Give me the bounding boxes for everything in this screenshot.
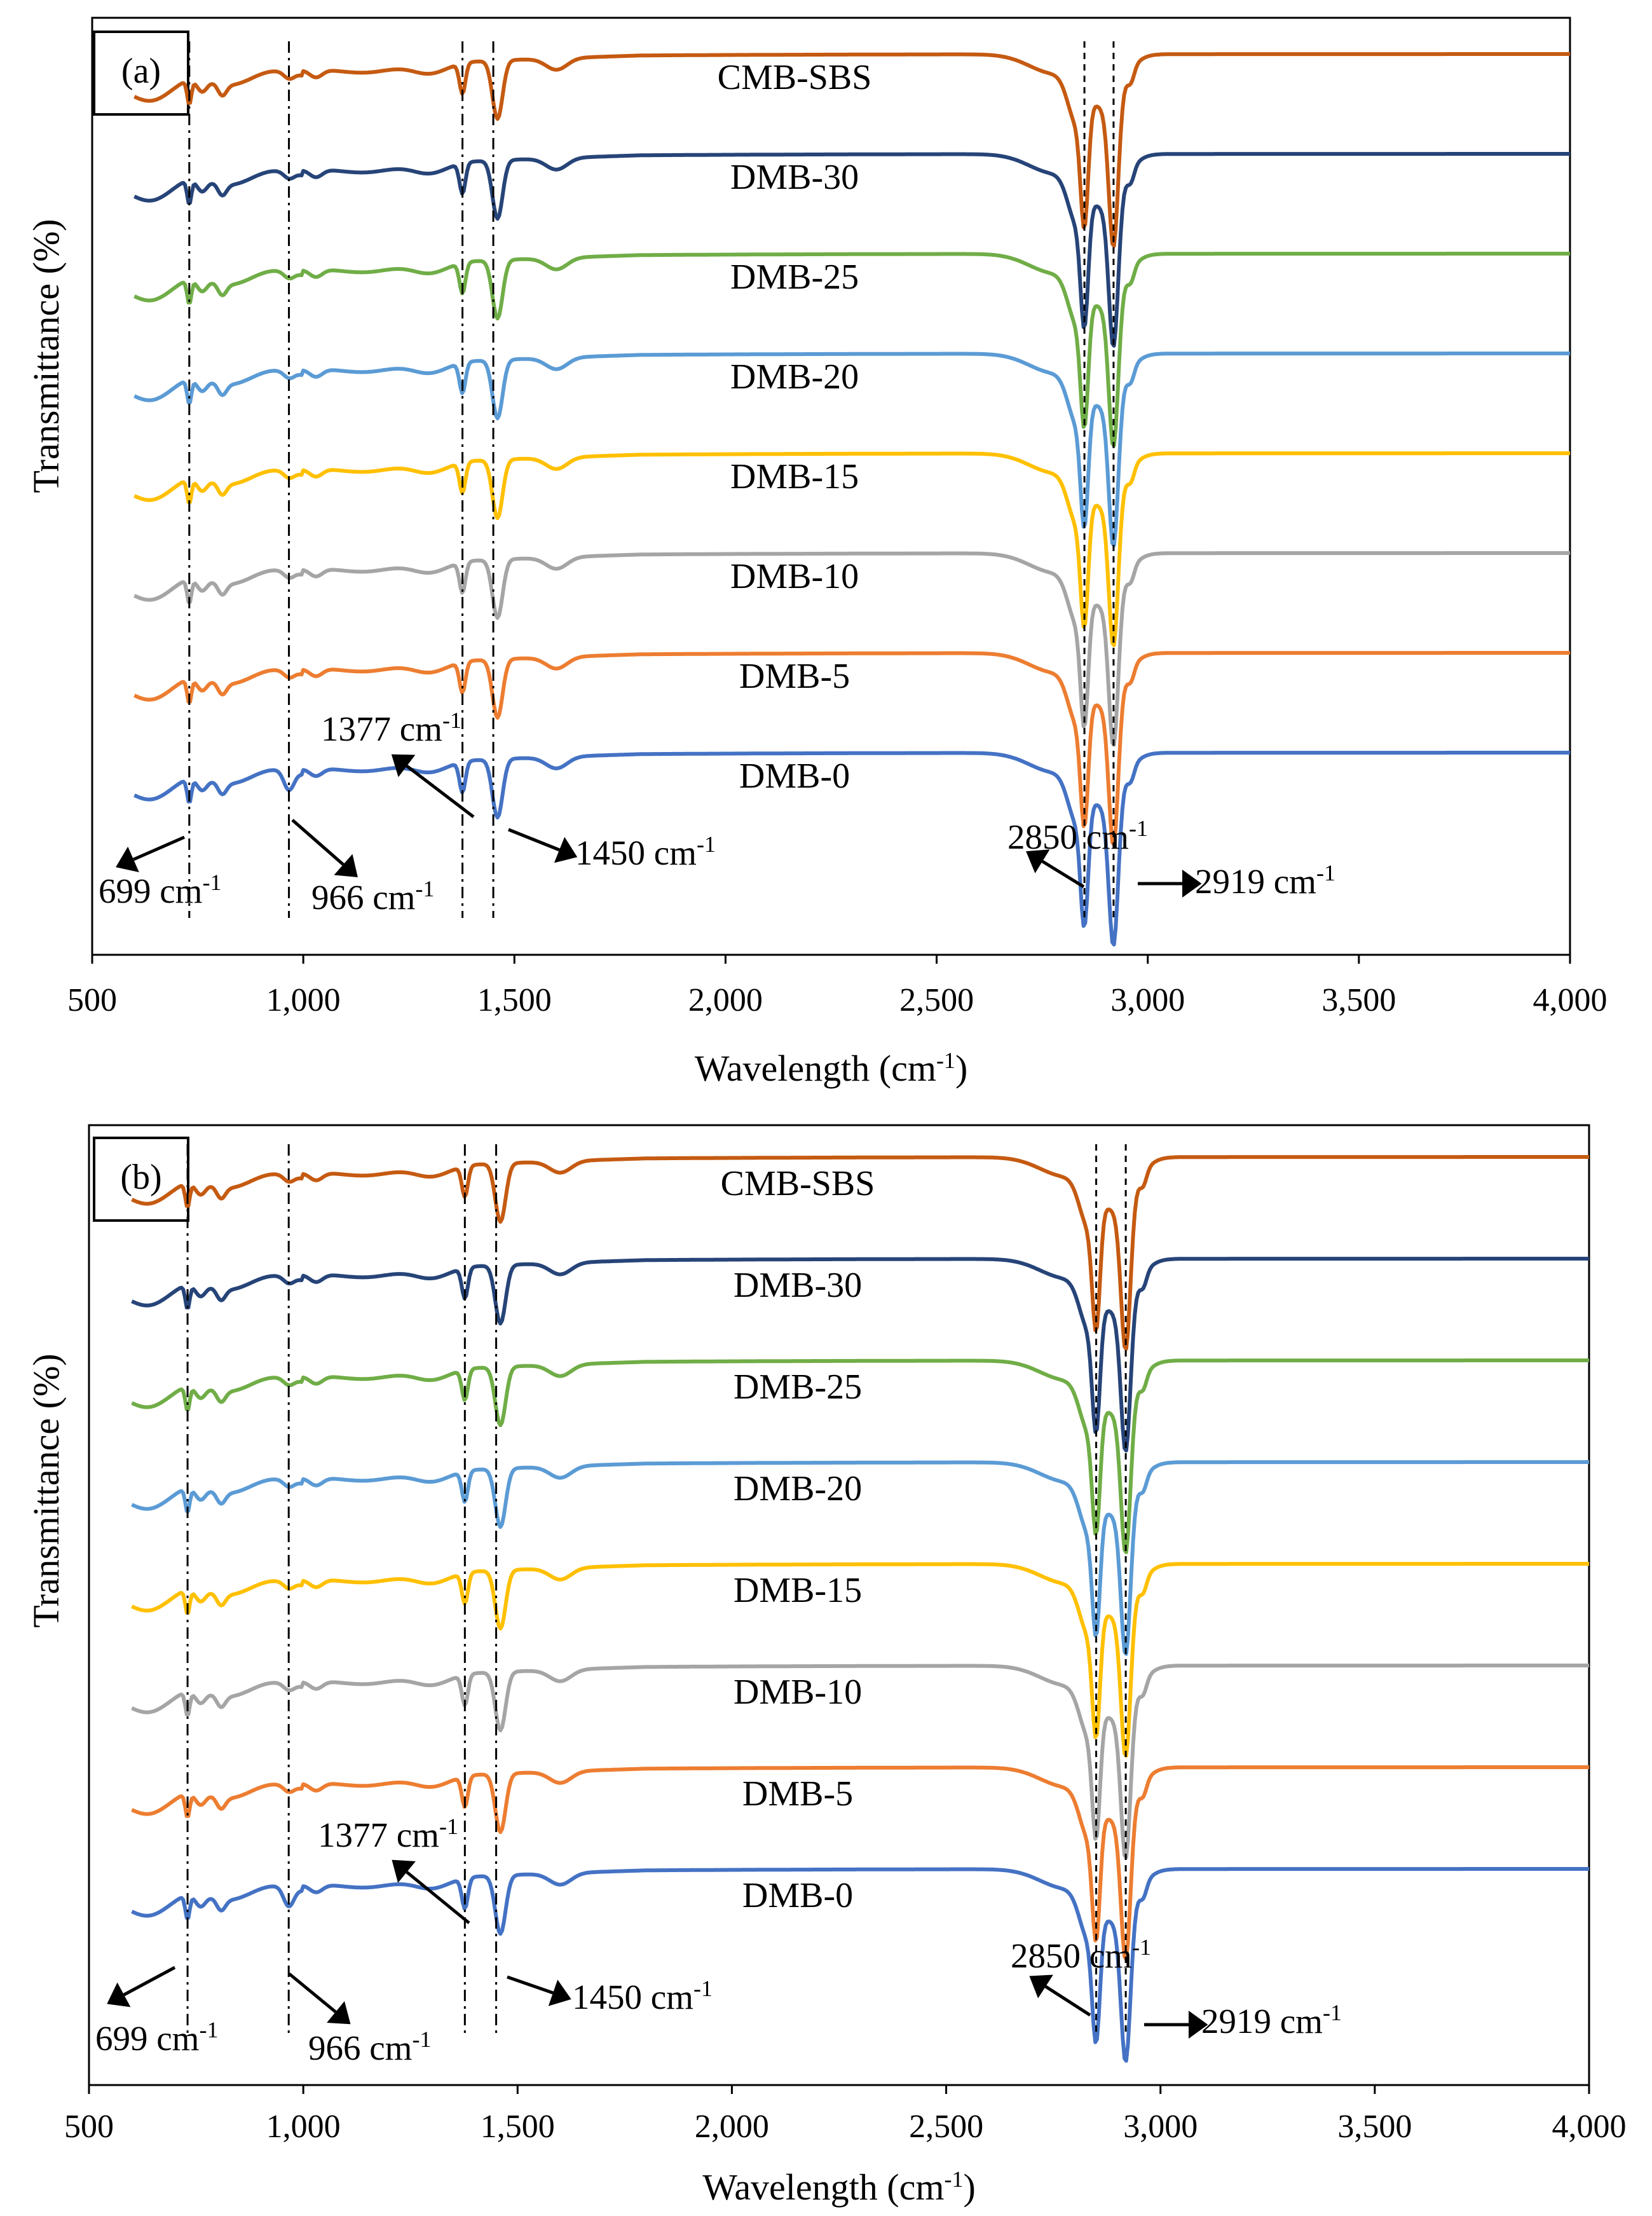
spectrum-line-dmb-30: [131, 1257, 1590, 1453]
peak-arrow-966: [288, 1973, 337, 2013]
peak-arrow-1377: [406, 765, 475, 818]
series-label-dmb-30: DMB-30: [734, 1266, 862, 1305]
spectrum-line-cmb-sbs: [133, 52, 1571, 248]
series-label-dmb-5: DMB-5: [742, 1774, 853, 1814]
peak-arrow-2850: [1041, 859, 1085, 889]
peak-label-1377: 1377 cm-1: [318, 1814, 458, 1854]
x-tick-label-2500: 2,500: [899, 982, 974, 1018]
peak-arrow-1377: [406, 1871, 470, 1924]
x-tick-label-3500: 3,500: [1321, 982, 1396, 1018]
peak-label-966: 966 cm-1: [311, 876, 434, 917]
series-label-dmb-15: DMB-15: [734, 1571, 862, 1610]
peak-arrow-2850: [1044, 1985, 1091, 2017]
panel-label-box: [93, 1137, 189, 1222]
peak-arrow-1450: [507, 1975, 554, 1995]
peak-arrowhead-1450: [554, 837, 578, 863]
x-tick-label-3000: 3,000: [1110, 982, 1185, 1018]
spectrum-line-dmb-10: [131, 1664, 1590, 1859]
ftir-panel-b: (b) CMB-SBS DMB-30 DMB-25 DMB-20 DMB-15 DMB-10…: [25, 1124, 1627, 2208]
peak-arrow-966: [291, 819, 345, 866]
spectrum-line-dmb-30: [133, 152, 1571, 348]
spectrum-line-dmb-10: [133, 551, 1571, 747]
peak-arrowhead-2850: [1029, 1974, 1053, 1999]
peak-arrowhead-1377: [391, 754, 416, 777]
peak-arrow-699: [123, 1966, 176, 1997]
peak-arrowhead-2919: [1189, 2011, 1208, 2039]
spectrum-line-dmb-15: [131, 1562, 1590, 1758]
x-tick-label-4000: 4,000: [1552, 2109, 1627, 2145]
x-tick-label-500: 500: [64, 2109, 114, 2145]
peak-arrowhead-966: [334, 854, 358, 878]
spectrum-line-dmb-25: [131, 1358, 1590, 1554]
x-tick-label-3500: 3,500: [1337, 2109, 1412, 2145]
spectrum-line-dmb-25: [133, 252, 1571, 448]
plot-frame: [88, 1124, 1590, 2086]
peak-label-2919: 2919 cm-1: [1201, 2000, 1342, 2041]
ftir-panel-a: (a) CMB-SBS DMB-30 DMB-25 DMB-20 DMB-15 DMB-10…: [25, 17, 1608, 1089]
spectrum-line-cmb-sbs: [131, 1155, 1590, 1351]
series-label-dmb-5: DMB-5: [739, 657, 850, 696]
peak-arrowhead-699: [107, 1982, 131, 2007]
x-tick-label-4000: 4,000: [1533, 982, 1608, 1018]
peak-label-699: 699 cm-1: [99, 870, 221, 910]
series-label-dmb-0: DMB-0: [742, 1876, 853, 1915]
peak-arrow-699: [132, 835, 186, 861]
peak-label-966: 966 cm-1: [308, 2027, 431, 2067]
spectrum-line-dmb-20: [133, 352, 1571, 547]
peak-arrowhead-2919: [1182, 870, 1202, 898]
x-tick-label-1000: 1,000: [266, 982, 341, 1018]
series-label-cmb-sbs: CMB-SBS: [718, 58, 872, 97]
panel-label: (b): [120, 1158, 161, 1197]
series-label-dmb-10: DMB-10: [734, 1672, 862, 1712]
x-tick-label-2000: 2,000: [688, 982, 763, 1018]
peak-label-1377: 1377 cm-1: [321, 708, 461, 748]
series-label-cmb-sbs: CMB-SBS: [721, 1164, 875, 1203]
spectrum-line-dmb-15: [133, 451, 1571, 647]
series-label-dmb-0: DMB-0: [739, 756, 850, 796]
x-tick-label-1500: 1,500: [481, 2109, 555, 2145]
series-label-dmb-10: DMB-10: [730, 557, 859, 596]
series-label-dmb-30: DMB-30: [730, 158, 859, 197]
spectrum-line-dmb-0: [133, 751, 1571, 947]
series-label-dmb-25: DMB-25: [730, 257, 859, 297]
peak-arrowhead-699: [116, 846, 139, 873]
spectrum-line-dmb-20: [131, 1460, 1590, 1656]
series-label-dmb-20: DMB-20: [730, 357, 859, 397]
x-tick-label-500: 500: [67, 982, 117, 1018]
peak-label-2850: 2850 cm-1: [1007, 816, 1148, 856]
x-tick-label-3000: 3,000: [1123, 2109, 1198, 2145]
series-label-dmb-20: DMB-20: [734, 1469, 862, 1508]
spectrum-line-dmb-5: [133, 651, 1571, 847]
series-label-dmb-25: DMB-25: [734, 1367, 862, 1407]
peak-label-1450: 1450 cm-1: [572, 1976, 713, 2016]
x-tick-label-1000: 1,000: [266, 2109, 341, 2145]
x-tick-label-2500: 2,500: [909, 2109, 983, 2145]
spectrum-line-dmb-0: [131, 1867, 1590, 2063]
peak-label-1450: 1450 cm-1: [575, 831, 716, 872]
peak-label-699: 699 cm-1: [95, 2017, 218, 2058]
spectrum-line-dmb-5: [131, 1765, 1590, 1961]
peak-label-2850: 2850 cm-1: [1011, 1934, 1151, 1975]
y-axis-label: Transmittance (%): [25, 1353, 67, 1627]
y-axis-label: Transmittance (%): [25, 219, 67, 493]
peak-arrowhead-2850: [1026, 849, 1050, 873]
peak-arrowhead-966: [327, 2001, 351, 2025]
panel-label: (a): [121, 51, 161, 91]
peak-label-2919: 2919 cm-1: [1195, 860, 1335, 901]
x-axis-label: Wavelength (cm-1): [695, 1048, 968, 1089]
x-axis-label: Wavelength (cm-1): [702, 2166, 976, 2208]
x-tick-label-1500: 1,500: [477, 982, 552, 1018]
plot-frame: [91, 17, 1571, 956]
series-label-dmb-15: DMB-15: [730, 457, 859, 496]
peak-arrowhead-1450: [548, 1980, 571, 2006]
peak-arrowhead-1377: [392, 1859, 416, 1884]
peak-arrow-1450: [508, 828, 560, 852]
x-tick-label-2000: 2,000: [695, 2109, 769, 2145]
